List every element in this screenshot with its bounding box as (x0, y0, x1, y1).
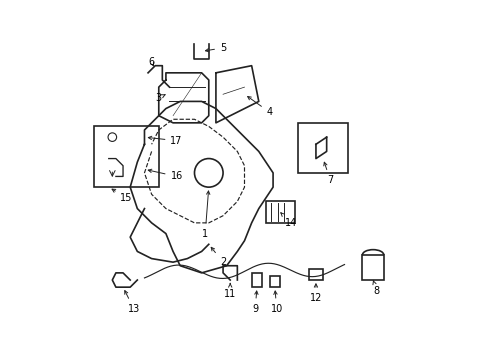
Text: 7: 7 (323, 162, 333, 185)
Text: 10: 10 (270, 291, 282, 314)
Text: 13: 13 (124, 291, 140, 314)
Text: 9: 9 (252, 291, 258, 314)
Text: 4: 4 (247, 96, 272, 117)
Text: 2: 2 (211, 247, 226, 267)
Bar (362, 255, 383, 280)
Text: 1: 1 (202, 191, 209, 239)
Text: 8: 8 (372, 280, 379, 296)
Text: 11: 11 (224, 284, 236, 299)
Bar (298, 123, 347, 173)
Text: 14: 14 (280, 213, 296, 228)
Text: 3: 3 (155, 93, 165, 103)
Bar (94, 126, 159, 187)
Bar (265, 202, 294, 223)
Text: 12: 12 (309, 284, 322, 303)
Text: 5: 5 (205, 43, 226, 53)
Text: 16: 16 (148, 169, 183, 181)
Bar (269, 276, 280, 287)
Text: 6: 6 (148, 57, 154, 67)
Bar (251, 273, 262, 287)
Text: 17: 17 (148, 136, 183, 146)
Bar (308, 269, 323, 280)
Text: 15: 15 (112, 189, 133, 203)
